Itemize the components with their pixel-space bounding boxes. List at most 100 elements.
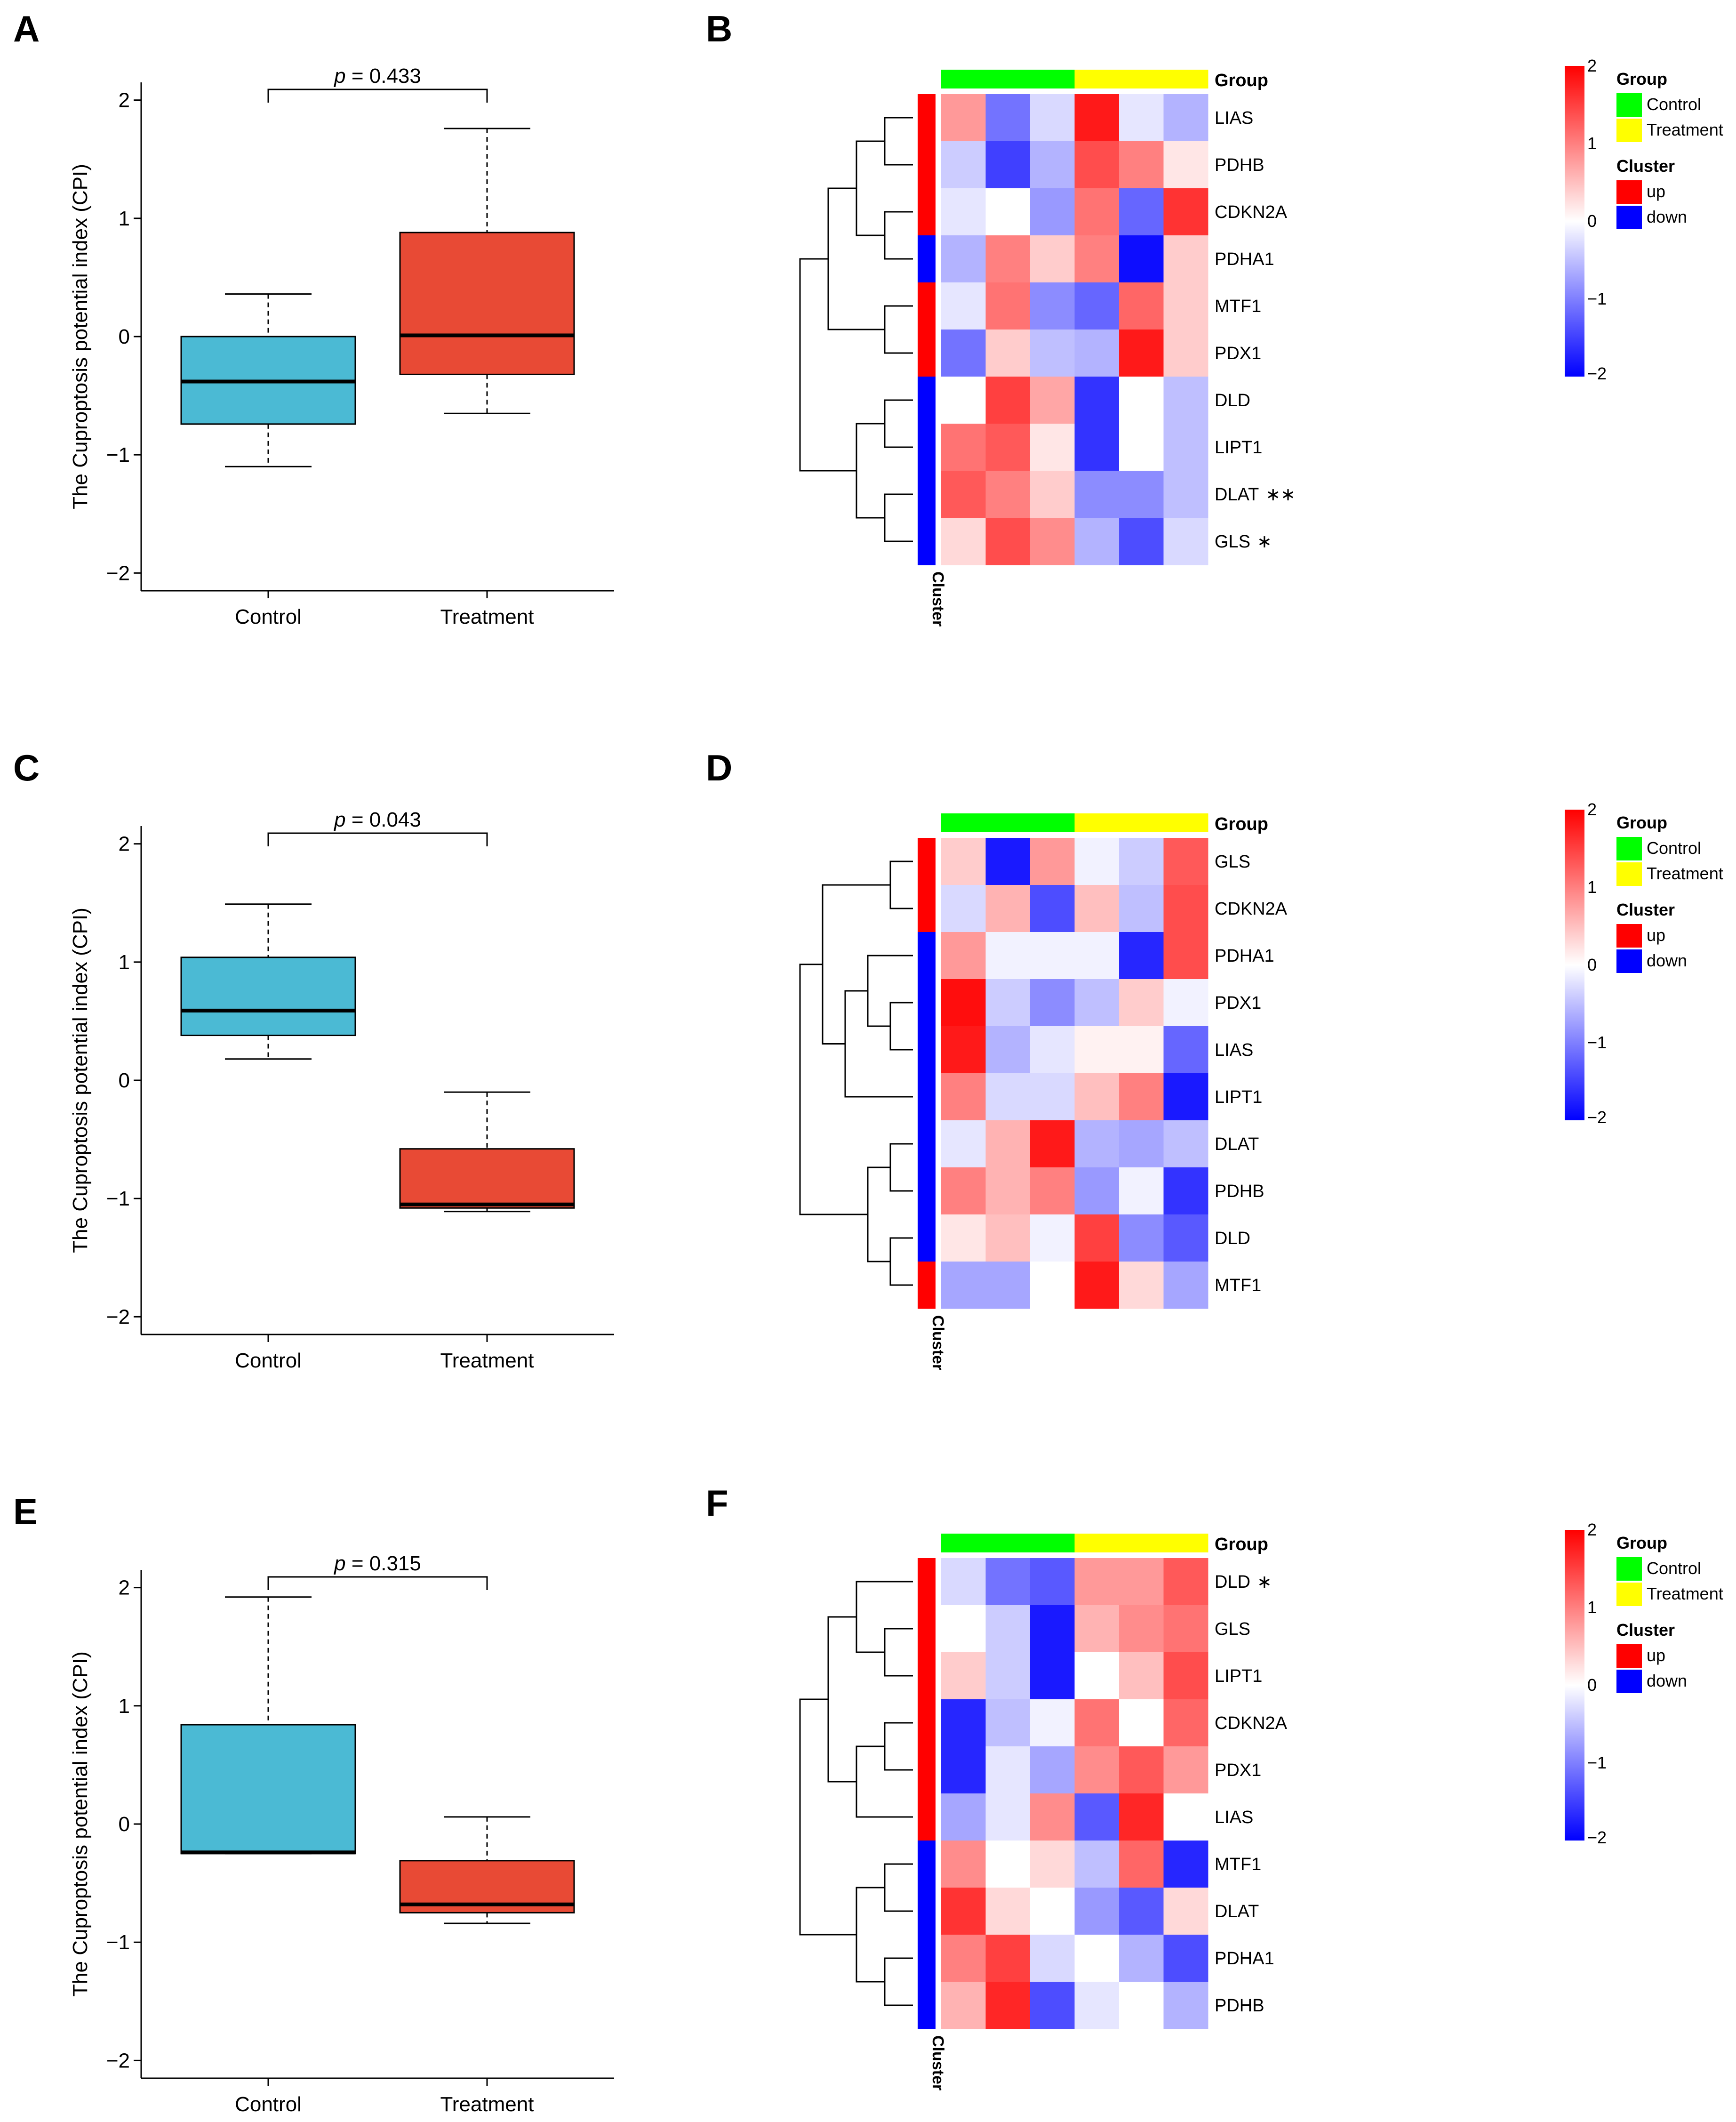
heatmap-cell <box>1119 424 1164 471</box>
heatmap-cell <box>941 282 986 330</box>
row-label: CDKN2A <box>1215 202 1288 222</box>
cluster-annotation-label: Cluster <box>929 571 947 627</box>
heatmap-cell <box>1074 330 1120 377</box>
color-scale-tick-label: −2 <box>1587 1828 1607 1847</box>
gene-name: PDX1 <box>1215 1760 1261 1780</box>
legend-group-swatch <box>1616 837 1642 860</box>
heatmap-panel-F: F Group Cluster DLD ∗ GLS LIPT1 CDKN2A PDX1 LIAS M… <box>706 1482 1723 2090</box>
p-value: = 0.043 <box>346 808 421 831</box>
p-value-label: p = 0.315 <box>333 1552 421 1575</box>
group-annotation-cell <box>1030 1534 1075 1552</box>
dendrogram-branch <box>799 1698 856 1936</box>
row-label: LIAS <box>1215 1040 1253 1060</box>
heatmap-cell <box>1163 282 1208 330</box>
heatmap-cell <box>1119 1558 1164 1606</box>
heatmap-cell <box>1163 1026 1208 1074</box>
heatmap-cell <box>1030 932 1075 980</box>
heatmap-cell <box>1030 1026 1075 1074</box>
cluster-annotation-cell <box>918 1652 936 1700</box>
cluster-annotation-cell <box>918 235 936 283</box>
cluster-annotation-cell <box>918 979 936 1027</box>
panel-letter: D <box>706 747 732 788</box>
cluster-annotation-cell <box>918 1699 936 1747</box>
color-scale-tick-label: 1 <box>1587 877 1597 897</box>
gene-name: CDKN2A <box>1215 202 1288 222</box>
color-scale-tick-label: 0 <box>1587 1675 1597 1695</box>
heatmap-cell <box>1074 188 1120 236</box>
cluster-annotation-cell <box>918 471 936 518</box>
p-value-label: p = 0.043 <box>333 808 421 831</box>
dendrogram-branch <box>884 1628 913 1677</box>
heatmap-cell <box>1030 330 1075 377</box>
x-tick-label: Treatment <box>440 1349 534 1372</box>
heatmap-cell <box>1163 1652 1208 1700</box>
heatmap-cell <box>1030 94 1075 142</box>
heatmap-cell <box>985 235 1031 283</box>
heatmap-cell <box>1030 424 1075 471</box>
legend-cluster-swatch <box>1616 949 1642 973</box>
panel-letter: A <box>13 8 40 49</box>
gene-name: DLAT <box>1215 1902 1259 1921</box>
heatmap-cell <box>985 282 1031 330</box>
cluster-annotation-cell <box>918 1605 936 1653</box>
x-tick-label: Control <box>235 605 302 628</box>
gene-name: LIAS <box>1215 1040 1253 1060</box>
heatmap-cell <box>1163 1935 1208 1982</box>
gene-name: LIPT1 <box>1215 1666 1262 1686</box>
gene-name: DLD <box>1215 1229 1250 1248</box>
group-annotation-cell <box>1119 813 1164 832</box>
cluster-annotation-cell <box>918 424 936 471</box>
x-tick-label: Treatment <box>440 2093 534 2116</box>
gene-name: CDKN2A <box>1215 1713 1288 1733</box>
color-scale-tick-label: −2 <box>1587 1108 1607 1127</box>
y-tick-label: −2 <box>106 562 130 585</box>
cluster-annotation-cell <box>918 94 936 142</box>
group-annotation-cell <box>1074 1534 1120 1552</box>
heatmap-cell <box>1030 235 1075 283</box>
box-control: Control <box>180 903 356 1372</box>
heatmap-cell <box>1163 1558 1208 1606</box>
heatmap-cell <box>985 1699 1031 1747</box>
y-tick-label: 1 <box>119 951 130 974</box>
cluster-annotation-cell <box>918 1120 936 1168</box>
heatmap-cell <box>1030 1073 1075 1121</box>
color-scale-tick-label: −1 <box>1587 1753 1607 1772</box>
gene-name: DLD <box>1215 391 1250 410</box>
legend-cluster-label: down <box>1647 207 1687 226</box>
gene-name: PDX1 <box>1215 993 1261 1013</box>
heatmap-cell <box>1030 1214 1075 1262</box>
dendrogram-branch <box>856 1887 885 1983</box>
heatmap-cell <box>941 1073 986 1121</box>
heatmap-cell <box>1163 377 1208 424</box>
heatmap-cell <box>1163 1262 1208 1309</box>
heatmap-cell <box>1163 932 1208 980</box>
box-treatment: Treatment <box>399 1091 575 1372</box>
heatmap-cell <box>1119 979 1164 1027</box>
legend-cluster-label: down <box>1647 951 1687 970</box>
gene-name: LIPT1 <box>1215 1087 1262 1107</box>
p-value: = 0.433 <box>346 64 421 88</box>
dendrogram-branch <box>856 423 885 519</box>
heatmap-cell <box>1074 1699 1120 1747</box>
heatmap-cell <box>985 1935 1031 1982</box>
boxplot-panel-C: C 2 1 0 −1 −2 The Cuproptosis potential index … <box>13 747 614 1372</box>
y-tick-label: 2 <box>119 89 130 112</box>
box-body <box>180 1724 356 1855</box>
heatmap-cell <box>941 838 986 885</box>
heatmap-cell <box>941 518 986 565</box>
heatmap-cell <box>1074 471 1120 518</box>
group-annotation-cell <box>1119 1534 1164 1552</box>
dendrogram-branch <box>884 117 913 166</box>
dendrogram-branch <box>889 1002 913 1051</box>
row-label: CDKN2A <box>1215 899 1288 919</box>
cluster-annotation-cell <box>918 838 936 885</box>
p-symbol: p <box>333 1552 345 1575</box>
heatmap-cell <box>1163 330 1208 377</box>
heatmap-cell <box>1074 1982 1120 2029</box>
heatmap-cell <box>985 1888 1031 1935</box>
heatmap-cell <box>1119 188 1164 236</box>
significance-bracket <box>267 88 488 103</box>
heatmap-cell <box>1074 377 1120 424</box>
heatmap-cell <box>1119 885 1164 932</box>
